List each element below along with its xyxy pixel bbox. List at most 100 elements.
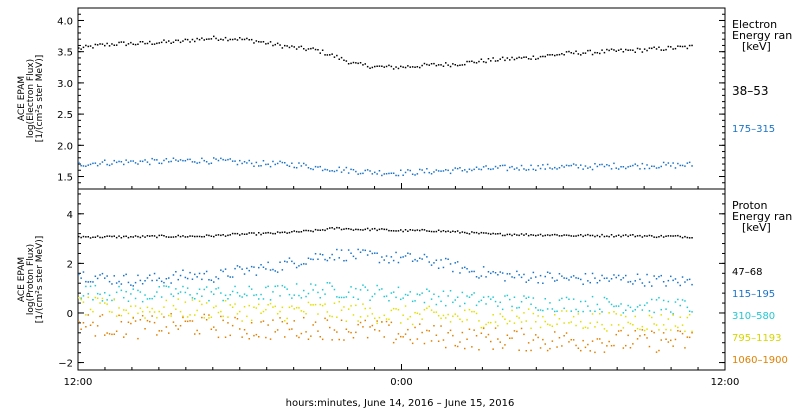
data-point [217, 311, 220, 314]
data-point [234, 160, 236, 162]
data-point [419, 229, 421, 232]
data-point [423, 253, 426, 256]
data-point [400, 229, 402, 231]
data-point [504, 164, 506, 167]
data-point [362, 229, 364, 231]
data-point [504, 318, 506, 320]
data-point [298, 265, 300, 267]
data-point [350, 168, 352, 171]
data-point [343, 339, 345, 341]
data-point [276, 313, 279, 315]
data-point [397, 286, 400, 289]
data-point [101, 297, 104, 300]
data-point [239, 37, 241, 39]
data-point [310, 47, 312, 50]
data-point [317, 313, 319, 315]
data-point [134, 162, 137, 164]
data-point [170, 315, 172, 317]
data-point [262, 310, 265, 313]
data-point [608, 280, 610, 282]
data-point [499, 301, 501, 304]
data-point [291, 162, 293, 164]
data-point [459, 64, 461, 66]
data-point [679, 235, 681, 238]
data-point [191, 299, 194, 301]
data-point [437, 229, 440, 231]
data-point [239, 266, 241, 268]
y-tick-label: 0 [67, 309, 73, 320]
data-point [641, 282, 644, 284]
data-point [108, 280, 111, 283]
data-point [106, 299, 108, 301]
data-point [172, 157, 175, 159]
data-point [461, 267, 464, 269]
data-point [449, 329, 452, 332]
data-point [236, 163, 239, 166]
data-point [300, 165, 303, 167]
data-point [369, 170, 371, 172]
data-point [625, 309, 627, 311]
data-point [532, 271, 535, 274]
data-point [295, 266, 298, 269]
data-point [665, 164, 667, 166]
data-point [355, 62, 357, 64]
data-point [426, 168, 428, 170]
data-point [338, 166, 340, 169]
data-point [163, 235, 165, 237]
data-point [92, 321, 94, 324]
data-point [691, 44, 693, 47]
data-point [99, 293, 101, 296]
data-point [537, 336, 539, 339]
data-point [262, 298, 265, 300]
data-point [615, 313, 617, 315]
data-point [449, 65, 452, 68]
data-point [639, 278, 641, 281]
data-point [520, 164, 523, 167]
data-point [490, 60, 492, 62]
data-point [364, 228, 366, 231]
data-point [674, 47, 677, 50]
data-point [234, 232, 236, 235]
data-point [400, 322, 402, 324]
data-point [347, 291, 350, 293]
data-point [402, 336, 404, 338]
data-point [203, 288, 205, 291]
data-point [231, 38, 234, 41]
data-point [433, 230, 435, 233]
data-point [165, 299, 168, 302]
data-point [461, 331, 464, 334]
data-point [456, 167, 459, 170]
data-point [622, 166, 625, 168]
data-point [168, 314, 170, 317]
data-point [250, 319, 253, 322]
data-point [274, 232, 276, 235]
data-point [115, 44, 118, 46]
data-point [437, 315, 440, 317]
data-point [456, 261, 459, 263]
data-point [601, 233, 603, 236]
data-point [371, 228, 374, 230]
data-point [577, 277, 580, 280]
data-point [490, 168, 492, 171]
data-point [542, 315, 544, 318]
data-point [667, 235, 670, 237]
data-point [397, 67, 400, 70]
data-point [369, 326, 371, 328]
data-point [326, 169, 329, 171]
data-point [544, 343, 546, 345]
data-point [300, 332, 303, 335]
data-point [617, 234, 620, 236]
data-point [241, 320, 243, 322]
data-point [445, 346, 447, 349]
data-point [440, 317, 442, 320]
data-point [227, 234, 229, 237]
data-point [475, 231, 478, 234]
data-point [442, 314, 445, 317]
data-point [445, 304, 447, 307]
data-point [163, 39, 165, 41]
data-point [636, 164, 639, 167]
data-point [620, 303, 622, 305]
data-point [513, 58, 516, 61]
data-point [672, 235, 674, 237]
